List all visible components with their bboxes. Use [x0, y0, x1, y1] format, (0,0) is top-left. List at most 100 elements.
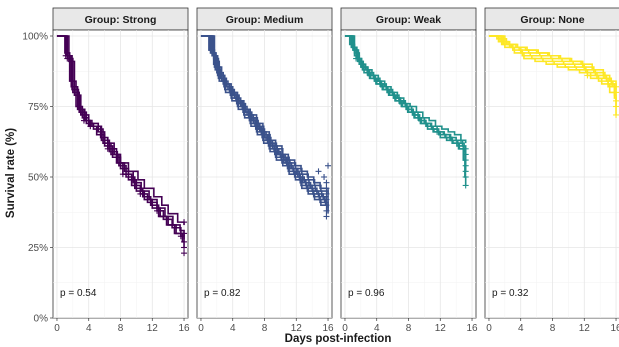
- survival-curves: [200, 35, 332, 220]
- censor-mark: [395, 97, 402, 104]
- survival-curves: [344, 35, 469, 189]
- survival-curve-5: [56, 35, 185, 237]
- survival-curve-3: [56, 35, 185, 225]
- censor-mark: [64, 55, 71, 62]
- x-tick-label: 4: [230, 323, 236, 334]
- censor-mark: [462, 157, 469, 164]
- censor-mark: [457, 137, 464, 144]
- censor-mark: [613, 103, 619, 110]
- facet-strip-label: Group: Weak: [376, 14, 441, 26]
- x-tick-label: 8: [118, 323, 124, 334]
- grid: [197, 30, 332, 318]
- censor-mark: [181, 250, 188, 257]
- facet-panel-1: Group: Strong 0 4 8 12 16 p = 0.54: [52, 7, 190, 334]
- censor-mark: [181, 238, 188, 245]
- y-axis: 0% 25% 50% 75% 100%: [22, 32, 53, 325]
- censor-mark: [325, 162, 332, 169]
- censor-mark: [305, 182, 312, 189]
- censor-mark: [462, 145, 469, 152]
- x-tick-label: 0: [198, 323, 204, 334]
- x-tick-label: 16: [610, 323, 619, 334]
- censor-mark: [613, 97, 619, 104]
- censor-mark: [154, 207, 161, 214]
- censor-mark: [462, 174, 469, 180]
- survival-curve-5: [488, 35, 617, 115]
- facet-panel-4: Group: None 0 4 8 12 16 p = 0.32: [484, 7, 619, 334]
- censor-mark: [323, 190, 330, 197]
- y-tick-label: 100%: [22, 32, 48, 43]
- censor-mark: [584, 72, 591, 79]
- x-tick-label: 0: [342, 323, 348, 334]
- survival-curves: [56, 35, 188, 257]
- censor-mark: [323, 213, 330, 220]
- censor-mark: [280, 157, 287, 164]
- censor-mark: [613, 83, 619, 90]
- x-tick-label: 4: [518, 323, 524, 334]
- x-axis-title: Days post-infection: [285, 333, 392, 345]
- x-tick-label: 12: [147, 323, 159, 334]
- facet-strip-label: Group: None: [520, 14, 584, 26]
- censor-mark: [87, 123, 94, 130]
- x-tick-label: 0: [486, 323, 492, 334]
- survival-curve-4: [488, 35, 617, 107]
- censor-mark: [376, 80, 383, 87]
- x-tick-label: 16: [178, 323, 190, 334]
- x-tick-label: 4: [86, 323, 92, 334]
- facet-panel-3: Group: Weak 0 4 8 12 16 p = 0.96: [340, 7, 478, 334]
- censor-mark: [462, 168, 469, 175]
- x-tick-label: 16: [466, 323, 478, 334]
- censor-mark: [613, 89, 619, 96]
- censor-mark: [462, 182, 469, 189]
- x-tick-label: 12: [579, 323, 591, 334]
- x-tick-label: 12: [435, 323, 447, 334]
- facet-panels: Group: Strong 0 4 8 12 16 p = 0.54 Group: Mediu…: [22, 7, 619, 334]
- y-tick-label: 50%: [28, 173, 48, 184]
- y-tick-label: 25%: [28, 243, 48, 254]
- censor-mark: [181, 244, 188, 251]
- x-tick-label: 0: [54, 323, 60, 334]
- survival-curves: [488, 35, 619, 118]
- x-tick-label: 8: [550, 323, 556, 334]
- censor-mark: [315, 168, 322, 175]
- censor-mark: [600, 72, 607, 79]
- censor-mark: [323, 207, 330, 214]
- censor-mark: [299, 176, 306, 183]
- censor-mark: [137, 190, 144, 197]
- survival-curve-8: [200, 35, 329, 214]
- censor-mark: [181, 219, 188, 226]
- y-tick-label: 75%: [28, 102, 48, 113]
- censor-mark: [364, 69, 371, 76]
- censor-mark: [177, 233, 184, 240]
- facet-strip-label: Group: Strong: [85, 14, 157, 26]
- censor-mark: [462, 162, 469, 169]
- censor-mark: [434, 128, 441, 135]
- censor-mark: [323, 196, 330, 203]
- survival-curve-5: [344, 35, 467, 172]
- censor-mark: [80, 117, 87, 124]
- censor-mark: [181, 230, 188, 237]
- censor-mark: [613, 111, 619, 118]
- facet-strip-label: Group: Medium: [226, 14, 304, 26]
- x-tick-label: 8: [406, 323, 412, 334]
- facet-panel-2: Group: Medium 0 4 8 12 16 p = 0.82: [196, 7, 334, 334]
- x-tick-label: 16: [322, 323, 334, 334]
- x-tick-label: 8: [262, 323, 268, 334]
- p-value-label: p = 0.54: [60, 288, 97, 299]
- censor-mark: [104, 145, 111, 152]
- grid: [485, 30, 619, 318]
- censor-mark: [323, 179, 330, 186]
- censor-mark: [119, 171, 126, 178]
- censor-mark: [353, 55, 360, 62]
- x-tick-label: 4: [374, 323, 380, 334]
- y-tick-label: 0%: [34, 314, 49, 325]
- x-tick-label: 12: [291, 323, 303, 334]
- y-axis-title: Survival rate (%): [5, 128, 17, 218]
- censor-mark: [446, 134, 453, 141]
- censor-mark: [608, 80, 615, 87]
- censor-mark: [462, 151, 469, 158]
- censor-mark: [321, 174, 328, 180]
- censor-mark: [323, 185, 330, 192]
- grid: [341, 30, 476, 318]
- p-value-label: p = 0.32: [492, 288, 529, 299]
